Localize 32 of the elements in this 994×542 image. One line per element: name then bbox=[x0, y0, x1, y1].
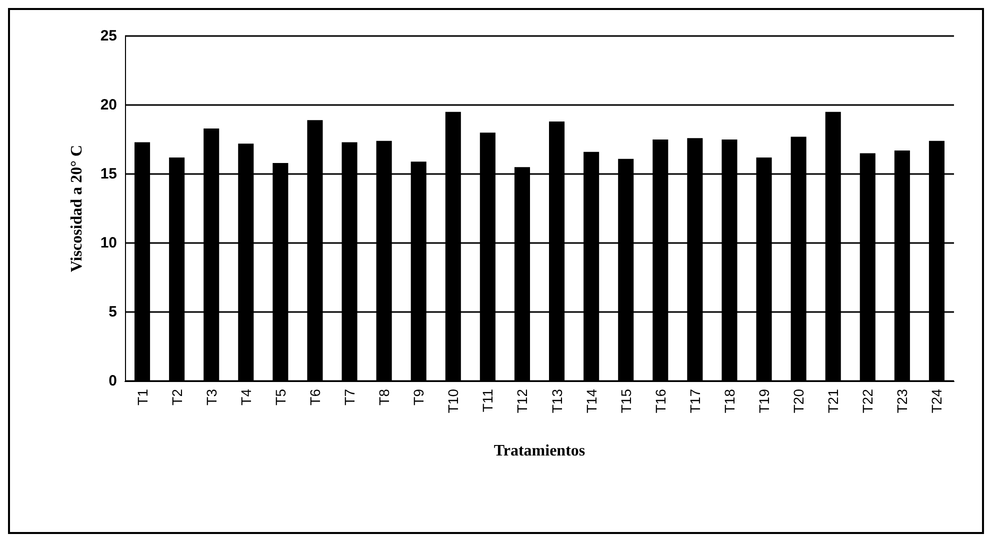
x-tick-label: T19 bbox=[756, 388, 772, 414]
x-tick-label: T3 bbox=[203, 388, 220, 406]
x-tick-label: T13 bbox=[548, 388, 565, 414]
x-tick-label: T12 bbox=[514, 388, 530, 414]
y-tick-label: 0 bbox=[108, 372, 117, 390]
x-tick-label: T18 bbox=[721, 388, 738, 414]
y-axis-title: Viscosidad a 20° C bbox=[68, 144, 86, 272]
x-tick-label: T15 bbox=[618, 388, 634, 414]
y-tick-label: 20 bbox=[100, 96, 117, 114]
x-tick-label: T23 bbox=[894, 388, 910, 414]
x-tick-label: T22 bbox=[860, 388, 876, 414]
x-tick-label: T21 bbox=[825, 388, 842, 414]
x-tick-label: T11 bbox=[480, 388, 496, 412]
y-tick-label: 25 bbox=[100, 28, 117, 44]
x-tick-label: T6 bbox=[306, 388, 323, 406]
x-tick-label: T8 bbox=[376, 388, 392, 406]
y-tick-label: 5 bbox=[108, 304, 117, 320]
x-tick-label: T14 bbox=[583, 388, 600, 414]
y-tick-label: 10 bbox=[100, 234, 117, 252]
x-tick-label: T24 bbox=[928, 388, 945, 414]
x-tick-label: T5 bbox=[272, 388, 288, 406]
x-tick-label: T7 bbox=[342, 388, 358, 406]
x-tick-label: T10 bbox=[445, 388, 462, 414]
x-tick-label: T4 bbox=[238, 388, 254, 406]
y-tick-label: 15 bbox=[100, 166, 117, 182]
x-tick-label: T1 bbox=[134, 388, 150, 406]
x-axis-title: Tratamientos bbox=[494, 442, 586, 460]
x-tick-label: T9 bbox=[410, 388, 427, 406]
x-tick-label: T17 bbox=[686, 388, 703, 414]
x-tick-label: T20 bbox=[790, 388, 807, 414]
x-tick-label: T2 bbox=[168, 388, 185, 406]
x-tick-label: T16 bbox=[652, 388, 668, 414]
